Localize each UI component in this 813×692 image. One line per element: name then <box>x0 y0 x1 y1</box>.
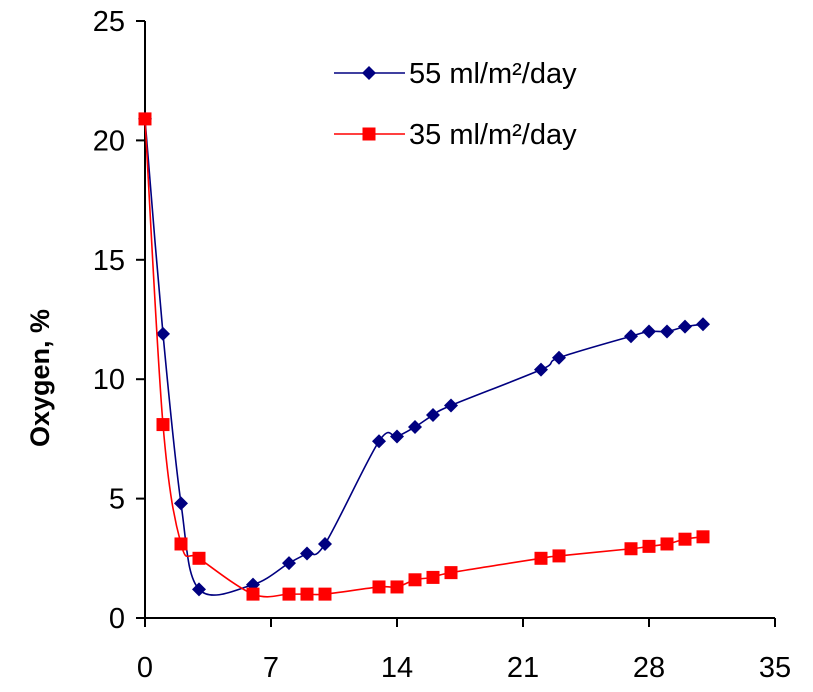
data-point <box>282 556 296 571</box>
x-tick-label: 28 <box>633 652 665 684</box>
series-layer <box>138 111 710 601</box>
data-point <box>282 587 296 601</box>
legend-marker <box>362 127 376 141</box>
data-point <box>300 587 314 601</box>
data-point <box>192 582 206 597</box>
data-point <box>642 324 656 339</box>
legend-item-1: 55 ml/m²/day <box>334 58 577 90</box>
y-tick-label: 5 <box>109 484 125 516</box>
data-point <box>624 542 638 556</box>
data-point <box>678 319 692 334</box>
data-point <box>696 317 710 332</box>
x-tick-label: 14 <box>381 652 413 684</box>
data-point <box>642 539 656 553</box>
data-point <box>534 551 548 565</box>
data-point <box>138 112 152 126</box>
y-tick-label: 10 <box>93 364 125 396</box>
data-point <box>660 537 674 551</box>
data-point <box>156 326 170 341</box>
y-tick-label: 0 <box>109 603 125 635</box>
data-point <box>318 587 332 601</box>
data-point <box>444 566 458 580</box>
data-point <box>372 580 386 594</box>
series-line <box>144 118 704 598</box>
data-point <box>372 434 386 449</box>
data-point <box>300 546 314 561</box>
data-point <box>624 329 638 344</box>
data-point <box>426 570 440 584</box>
y-tick-label: 15 <box>93 245 125 277</box>
data-point <box>408 419 422 434</box>
data-point <box>156 418 170 432</box>
x-tick-label: 7 <box>263 652 279 684</box>
x-tick-label: 21 <box>507 652 539 684</box>
legend: 55 ml/m²/day 35 ml/m²/day <box>334 58 577 151</box>
series-2 <box>138 112 710 601</box>
data-point <box>174 537 188 551</box>
x-tick-label: 0 <box>137 652 153 684</box>
data-point <box>534 362 548 377</box>
data-point <box>174 496 188 511</box>
data-point <box>408 573 422 587</box>
data-point <box>696 530 710 544</box>
data-point <box>390 580 404 594</box>
legend-item-2: 35 ml/m²/day <box>334 119 577 151</box>
data-point <box>192 551 206 565</box>
data-point <box>318 536 332 551</box>
legend-label: 35 ml/m²/day <box>409 119 577 151</box>
data-point <box>426 408 440 423</box>
data-point <box>678 532 692 546</box>
data-point <box>552 350 566 365</box>
y-tick-label: 20 <box>93 125 125 157</box>
series-1 <box>138 111 710 597</box>
data-point <box>552 549 566 563</box>
series-line <box>144 118 704 596</box>
axes: 0 5 10 15 20 25 0 7 14 21 28 35 <box>93 6 791 684</box>
x-tick-label: 35 <box>759 652 791 684</box>
y-tick-label: 25 <box>93 6 125 38</box>
data-point <box>660 324 674 339</box>
data-point <box>444 398 458 413</box>
legend-label: 55 ml/m²/day <box>409 58 577 90</box>
y-axis-title: Oxygen, % <box>25 309 55 447</box>
data-point <box>390 429 404 444</box>
legend-marker <box>362 66 376 80</box>
data-point <box>246 587 260 601</box>
